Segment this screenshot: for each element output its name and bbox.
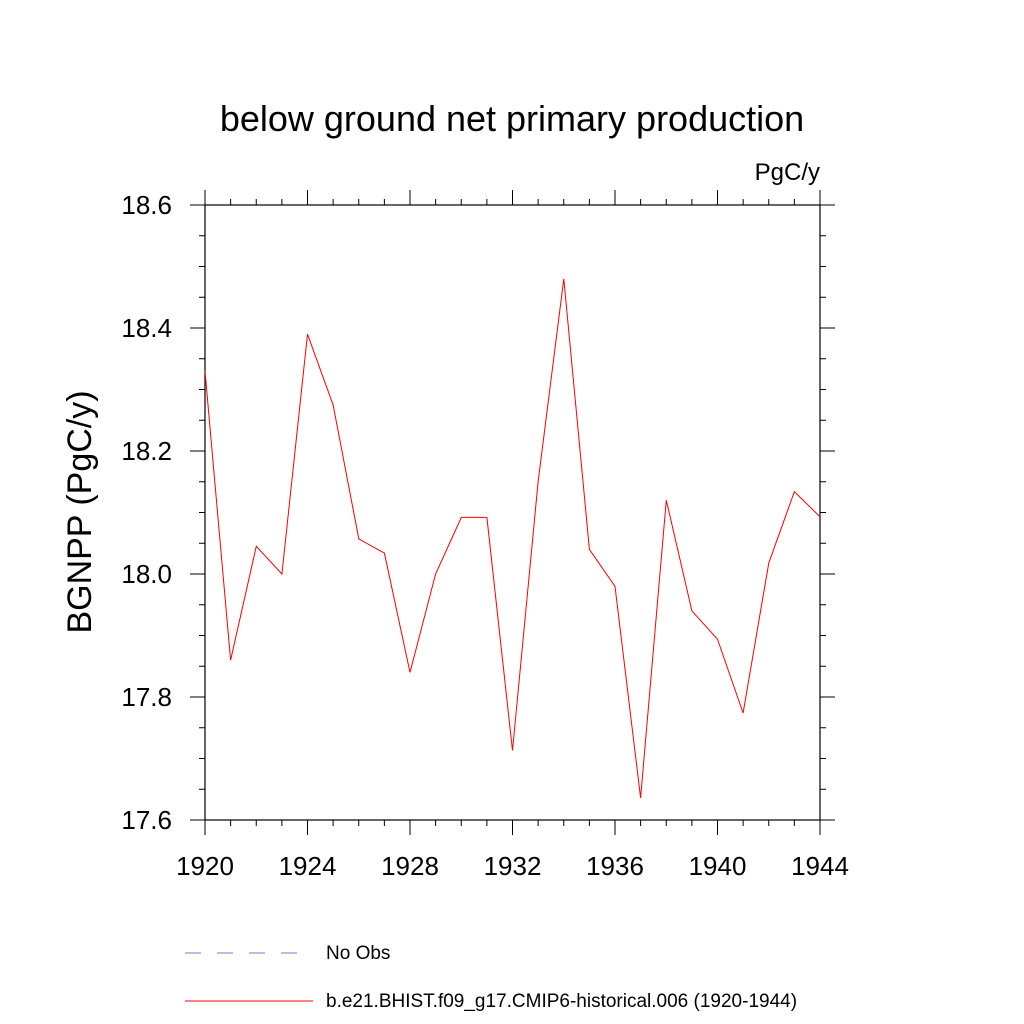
series-line-0 — [204, 278, 821, 798]
y-tick-label: 18.0 — [121, 559, 172, 589]
plot-frame — [204, 204, 821, 821]
y-tick-label: 17.6 — [121, 805, 172, 835]
x-tick-label: 1940 — [689, 851, 747, 881]
y-axis-label: BGNPP (PgC/y) — [61, 390, 99, 633]
chart-units: PgC/y — [755, 159, 820, 186]
axis-tick-labels: 1920 1924 1928 1932 1936 1940 1944 17.6 17.8 18.0… — [121, 190, 849, 881]
y-tick-label: 17.8 — [121, 682, 172, 712]
x-tick-label: 1932 — [484, 851, 542, 881]
y-tick-label: 18.4 — [121, 313, 172, 343]
y-tick-label: 18.6 — [121, 190, 172, 220]
x-tick-label: 1944 — [791, 851, 849, 881]
series-group — [204, 278, 821, 798]
x-tick-label: 1924 — [279, 851, 337, 881]
legend-label-model: b.e21.BHIST.f09_g17.CMIP6-historical.006… — [326, 991, 797, 1012]
x-tick-label: 1928 — [381, 851, 439, 881]
x-tick-label: 1920 — [176, 851, 234, 881]
y-tick-label: 18.2 — [121, 436, 172, 466]
x-tick-label: 1936 — [586, 851, 644, 881]
chart-title: below ground net primary production — [220, 98, 804, 139]
legend: No Obs b.e21.BHIST.f09_g17.CMIP6-histori… — [185, 943, 797, 1012]
axis-ticks — [190, 190, 835, 835]
legend-label-no-obs: No Obs — [326, 943, 390, 964]
